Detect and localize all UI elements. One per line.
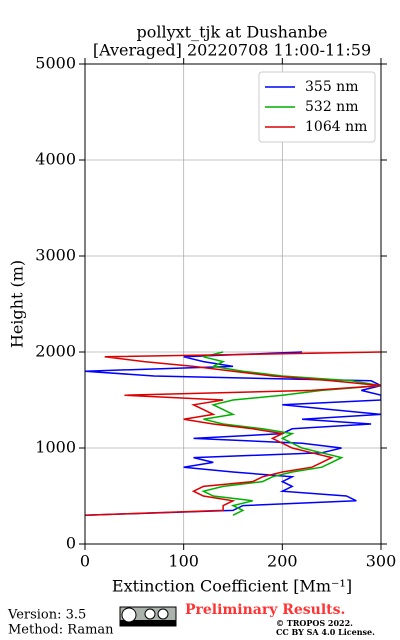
status: Preliminary Results. — [185, 602, 345, 618]
y-tick-label: 3000 — [35, 246, 76, 265]
cc-logo — [119, 606, 177, 627]
x-axis-label: Extinction Coefficient [Mm⁻¹] — [112, 577, 352, 596]
legend-label: 1064 nm — [305, 119, 367, 135]
x-tick-label: 0 — [80, 552, 90, 571]
chart-subtitle: [Averaged] 20220708 11:00-11:59 — [93, 41, 371, 60]
y-tick-label: 2000 — [35, 342, 76, 361]
x-tick-label: 200 — [267, 552, 298, 571]
y-tick-label: 5000 — [35, 54, 76, 73]
profile-line — [201, 351, 381, 516]
version: Version: 3.5 — [7, 608, 86, 623]
legend-label: 532 nm — [305, 99, 358, 115]
y-axis-label: Height (m) — [8, 260, 27, 348]
y-tick-label: 0 — [66, 534, 76, 553]
method: Method: Raman — [8, 623, 114, 638]
y-tick-label: 4000 — [35, 150, 76, 169]
y-tick-label: 1000 — [35, 438, 76, 457]
copyright: © TROPOS 2022. — [276, 618, 353, 628]
legend-box — [258, 71, 376, 143]
x-tick-label: 100 — [168, 552, 199, 571]
chart-title: pollyxt_tjk at Dushanbe — [136, 23, 327, 42]
plot-frame — [84, 63, 382, 545]
license: CC BY SA 4.0 License. — [276, 627, 375, 637]
legend-label: 355 nm — [305, 79, 358, 95]
profile-line — [85, 351, 381, 516]
profile-line — [85, 351, 381, 516]
x-tick-label: 300 — [366, 552, 397, 571]
